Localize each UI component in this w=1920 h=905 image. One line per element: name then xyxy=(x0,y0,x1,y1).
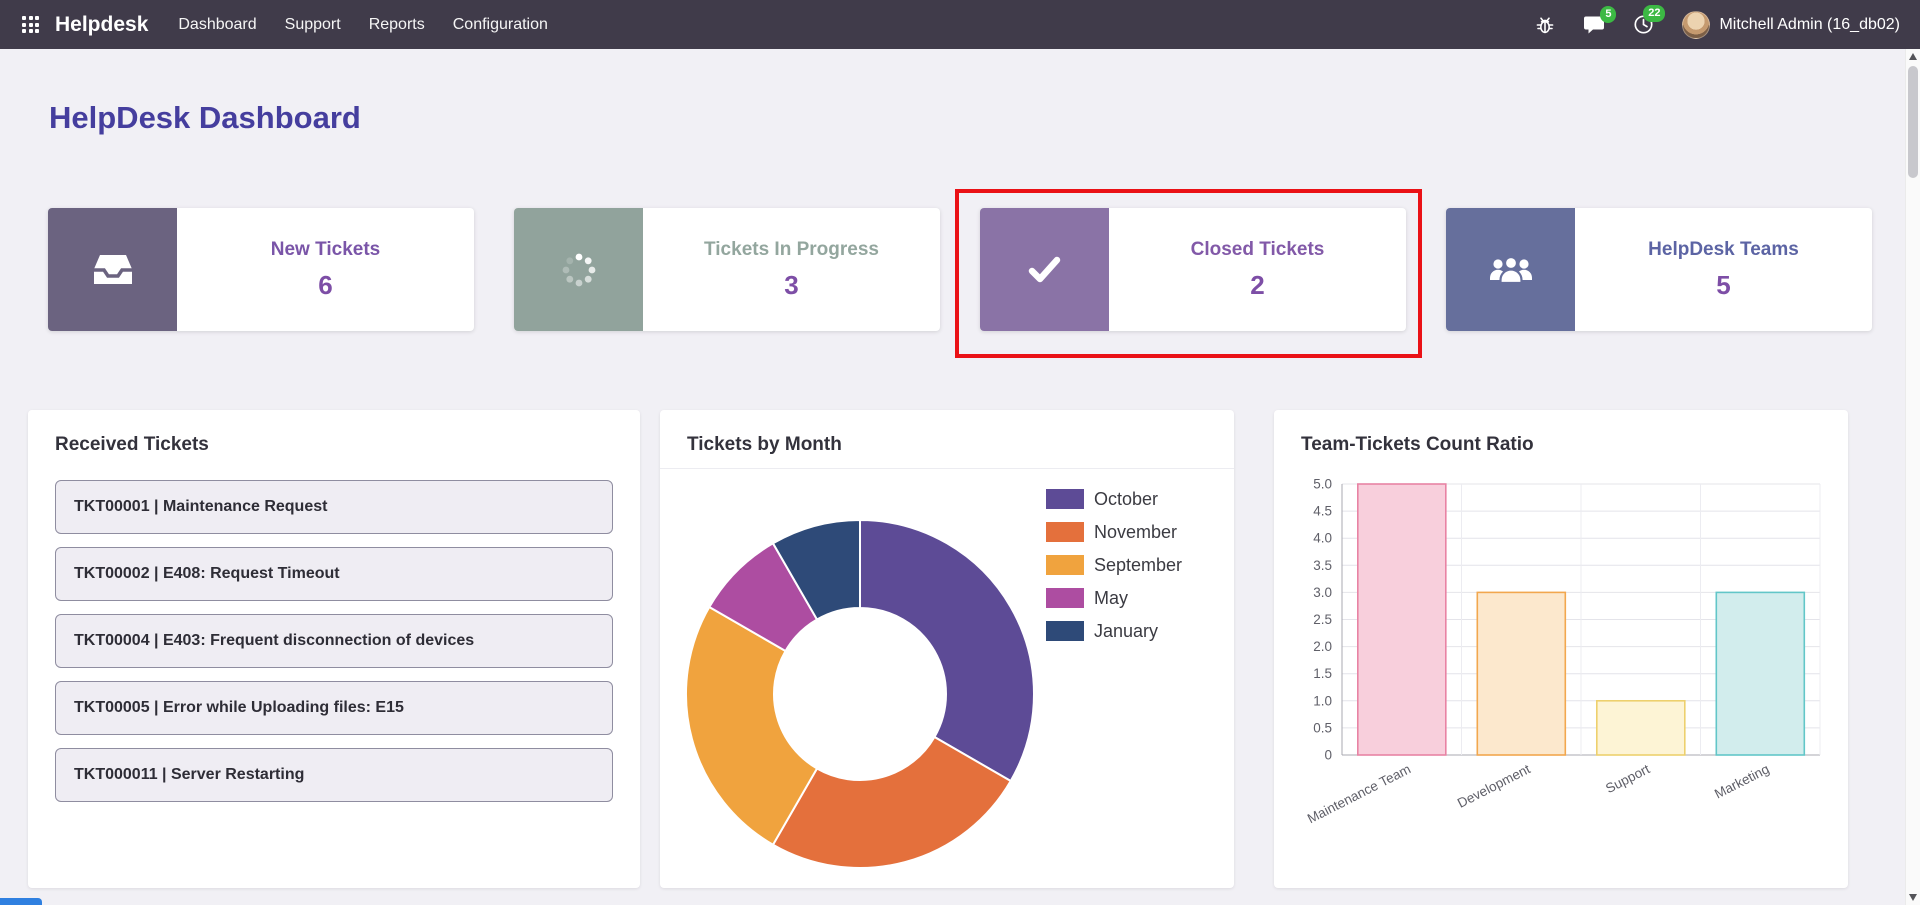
svg-text:Development: Development xyxy=(1455,761,1533,811)
svg-text:3.0: 3.0 xyxy=(1313,585,1332,600)
bar-chart: 0 0.5 1.0 1.5 2.0 2.5 3.0 3.5 4.0 4.5 5.0 Maintenan… xyxy=(1274,410,1848,888)
kpi-value: 6 xyxy=(318,269,333,300)
chart-legend: October November September May January xyxy=(1046,486,1182,644)
panel-title: Received Tickets xyxy=(55,434,209,455)
vertical-scrollbar[interactable] xyxy=(1905,49,1920,905)
svg-text:0.5: 0.5 xyxy=(1313,720,1332,735)
users-icon xyxy=(1489,255,1532,284)
svg-text:Marketing: Marketing xyxy=(1712,761,1772,801)
donut-svg xyxy=(685,518,1035,869)
svg-text:2.0: 2.0 xyxy=(1313,639,1332,654)
svg-text:0: 0 xyxy=(1324,748,1332,763)
ticket-item[interactable]: TKT00002 | E408: Request Timeout xyxy=(55,547,613,601)
panel-title: Tickets by Month xyxy=(687,434,842,455)
svg-text:4.5: 4.5 xyxy=(1313,504,1332,519)
inbox-icon xyxy=(93,254,132,284)
ticket-item[interactable]: TKT00001 | Maintenance Request xyxy=(55,480,613,534)
ticket-list: TKT00001 | Maintenance Request TKT00002 … xyxy=(55,480,613,802)
kpi-value: 2 xyxy=(1250,269,1265,300)
spinner-icon xyxy=(562,253,595,286)
check-icon xyxy=(1028,256,1060,282)
main-menu: Dashboard Support Reports Configuration xyxy=(178,16,548,34)
bug-icon[interactable] xyxy=(1535,15,1555,35)
activities-badge: 22 xyxy=(1643,5,1666,22)
legend-item-november[interactable]: November xyxy=(1046,519,1182,545)
kpi-body: HelpDesk Teams 5 xyxy=(1575,208,1872,331)
ticket-item[interactable]: TKT000011 | Server Restarting xyxy=(55,748,613,802)
received-tickets-panel: Received Tickets TKT00001 | Maintenance … xyxy=(28,410,640,888)
activities-icon[interactable]: 22 xyxy=(1633,5,1666,35)
user-menu[interactable]: Mitchell Admin (16_db02) xyxy=(1682,10,1900,39)
kpi-card-helpdesk-teams[interactable]: HelpDesk Teams 5 xyxy=(1446,208,1872,331)
legend-label: January xyxy=(1094,620,1159,641)
loading-indicator xyxy=(0,898,42,905)
svg-text:Support: Support xyxy=(1603,761,1652,796)
messages-icon[interactable]: 5 xyxy=(1583,5,1617,35)
svg-text:Maintenance Team: Maintenance Team xyxy=(1305,761,1413,826)
ticket-item[interactable]: TKT00005 | Error while Uploading files: … xyxy=(55,681,613,735)
dashboard-panels: Received Tickets TKT00001 | Maintenance … xyxy=(28,410,1848,888)
team-tickets-ratio-panel: Team-Tickets Count Ratio 0 0.5 1.0 1.5 2.0 2.… xyxy=(1274,410,1848,888)
legend-swatch xyxy=(1046,588,1084,608)
kpi-card-new-tickets[interactable]: New Tickets 6 xyxy=(48,208,474,331)
messages-badge: 5 xyxy=(1600,5,1617,23)
user-name: Mitchell Admin (16_db02) xyxy=(1719,15,1900,33)
kpi-body: Closed Tickets 2 xyxy=(1109,208,1406,331)
legend-label: May xyxy=(1094,587,1129,608)
svg-text:2.5: 2.5 xyxy=(1313,612,1332,627)
legend-swatch xyxy=(1046,522,1084,542)
donut-chart xyxy=(660,410,1234,888)
legend-item-january[interactable]: January xyxy=(1046,618,1182,644)
menu-item-support[interactable]: Support xyxy=(284,15,341,33)
svg-text:1.5: 1.5 xyxy=(1313,666,1332,681)
menu-item-reports[interactable]: Reports xyxy=(368,15,425,33)
kpi-card-tickets-in-progress[interactable]: Tickets In Progress 3 xyxy=(514,208,940,331)
navbar-right: 5 22 Mitchell Admin (16_db02) xyxy=(1535,5,1900,39)
kpi-title: Tickets In Progress xyxy=(704,238,879,260)
tickets-by-month-panel: Tickets by Month October November Septem… xyxy=(660,410,1234,888)
menu-item-configuration[interactable]: Configuration xyxy=(452,15,548,33)
legend-item-october[interactable]: October xyxy=(1046,486,1182,512)
scroll-up-arrow-icon[interactable] xyxy=(1909,53,1917,60)
menu-item-dashboard[interactable]: Dashboard xyxy=(178,15,257,33)
bar-svg: 0 0.5 1.0 1.5 2.0 2.5 3.0 3.5 4.0 4.5 5.0 Maintenan… xyxy=(1305,477,1821,826)
legend-label: September xyxy=(1094,554,1183,575)
scrollbar-thumb[interactable] xyxy=(1908,66,1918,178)
kpi-tile xyxy=(1446,208,1575,331)
kpi-body: New Tickets 6 xyxy=(177,208,474,331)
legend-swatch xyxy=(1046,489,1084,509)
legend-label: October xyxy=(1094,488,1159,509)
page-title: HelpDesk Dashboard xyxy=(49,100,361,135)
legend-item-may[interactable]: May xyxy=(1046,585,1182,611)
top-navbar: Helpdesk Dashboard Support Reports Confi… xyxy=(0,0,1920,49)
legend-item-september[interactable]: September xyxy=(1046,552,1182,578)
kpi-value: 5 xyxy=(1716,269,1731,300)
svg-text:4.0: 4.0 xyxy=(1313,531,1332,546)
legend-swatch xyxy=(1046,555,1084,575)
kpi-card-closed-tickets[interactable]: Closed Tickets 2 xyxy=(980,208,1406,331)
kpi-title: HelpDesk Teams xyxy=(1648,238,1799,260)
svg-text:1.0: 1.0 xyxy=(1313,693,1332,708)
svg-text:3.5: 3.5 xyxy=(1313,558,1332,573)
svg-text:5.0: 5.0 xyxy=(1313,477,1332,492)
kpi-row: New Tickets 6 Tickets In Progress 3 xyxy=(48,208,1872,331)
legend-swatch xyxy=(1046,621,1084,641)
kpi-tile xyxy=(48,208,177,331)
kpi-title: New Tickets xyxy=(270,238,381,260)
legend-label: November xyxy=(1094,521,1178,542)
kpi-tile xyxy=(980,208,1109,331)
kpi-value: 3 xyxy=(784,269,799,300)
app-brand[interactable]: Helpdesk xyxy=(55,12,149,36)
ticket-item[interactable]: TKT00004 | E403: Frequent disconnection … xyxy=(55,614,613,668)
panel-title: Team-Tickets Count Ratio xyxy=(1301,434,1534,455)
avatar[interactable] xyxy=(1682,10,1711,39)
kpi-tile xyxy=(514,208,643,331)
divider xyxy=(660,468,1234,469)
kpi-title: Closed Tickets xyxy=(1190,238,1325,260)
kpi-body: Tickets In Progress 3 xyxy=(643,208,940,331)
scroll-down-arrow-icon[interactable] xyxy=(1909,894,1917,901)
apps-menu-icon[interactable] xyxy=(22,16,39,33)
